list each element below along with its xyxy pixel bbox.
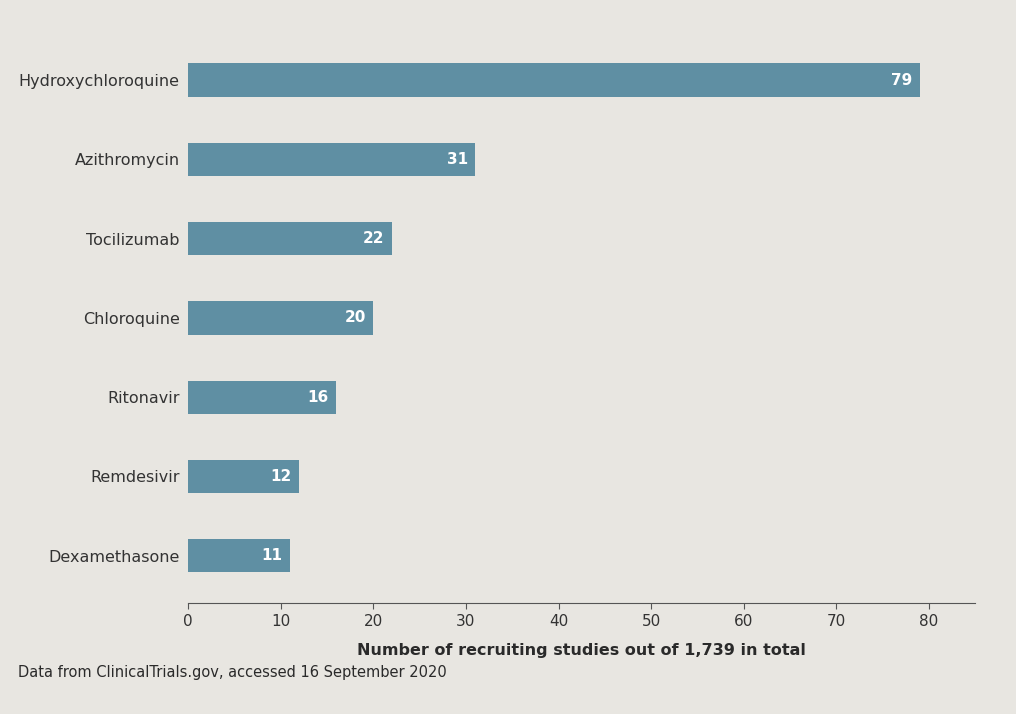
Text: 16: 16 [308,390,329,405]
Bar [188,301,373,335]
Text: 20: 20 [344,311,366,326]
Bar [188,460,299,493]
Text: Data from ClinicalTrials.gov, accessed 16 September 2020: Data from ClinicalTrials.gov, accessed 1… [18,665,447,680]
X-axis label: Number of recruiting studies out of 1,739 in total: Number of recruiting studies out of 1,73… [358,643,806,658]
Bar [188,222,392,256]
Text: 31: 31 [447,152,467,167]
Text: 12: 12 [270,469,292,484]
Bar [188,539,290,573]
Bar [188,143,475,176]
Bar [188,64,919,96]
Bar [188,381,336,414]
Text: 22: 22 [363,231,384,246]
Text: 79: 79 [891,73,912,88]
Text: 11: 11 [261,548,282,563]
